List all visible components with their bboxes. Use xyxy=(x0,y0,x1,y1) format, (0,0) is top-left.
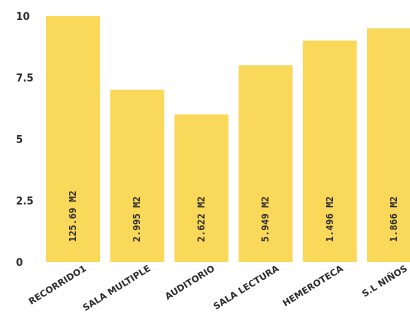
x-category-label: RECORRIDO1 xyxy=(27,264,88,307)
x-category-label: S.L NIÑOS xyxy=(360,263,409,300)
bar xyxy=(302,40,357,262)
y-tick-label: 10 xyxy=(16,10,30,23)
bar xyxy=(367,28,410,262)
bar-data-label: 1.866 M2 xyxy=(389,196,400,242)
y-tick-label: 2.5 xyxy=(16,195,34,208)
bar-data-label: 1.496 M2 xyxy=(325,196,336,242)
y-tick-label: 5 xyxy=(16,133,23,146)
x-category-label: SALA MULTIPLE xyxy=(82,264,153,314)
x-category-label: HEMEROTECA xyxy=(281,264,345,309)
bar xyxy=(238,65,293,262)
y-tick-label: 0 xyxy=(16,256,23,269)
bar-data-label: 2.995 M2 xyxy=(132,196,143,242)
y-tick-label: 7.5 xyxy=(16,72,34,85)
x-category-label: AUDITORIO xyxy=(164,264,218,303)
bar-data-label: 125.69 M2 xyxy=(68,191,79,242)
x-category-label: SALA LECTURA xyxy=(212,264,281,312)
bar xyxy=(46,16,100,262)
bar xyxy=(110,89,165,262)
data-labels: 125.69 M2 2.995 M2 2.622 M2 5.949 M2 1.496 M… xyxy=(68,191,400,242)
bar xyxy=(174,114,229,263)
y-axis-ticks: 0 2.5 5 7.5 10 xyxy=(16,10,34,269)
bar-data-label: 5.949 M2 xyxy=(261,196,272,242)
bars xyxy=(46,16,410,263)
bar-data-label: 2.622 M2 xyxy=(196,196,207,242)
